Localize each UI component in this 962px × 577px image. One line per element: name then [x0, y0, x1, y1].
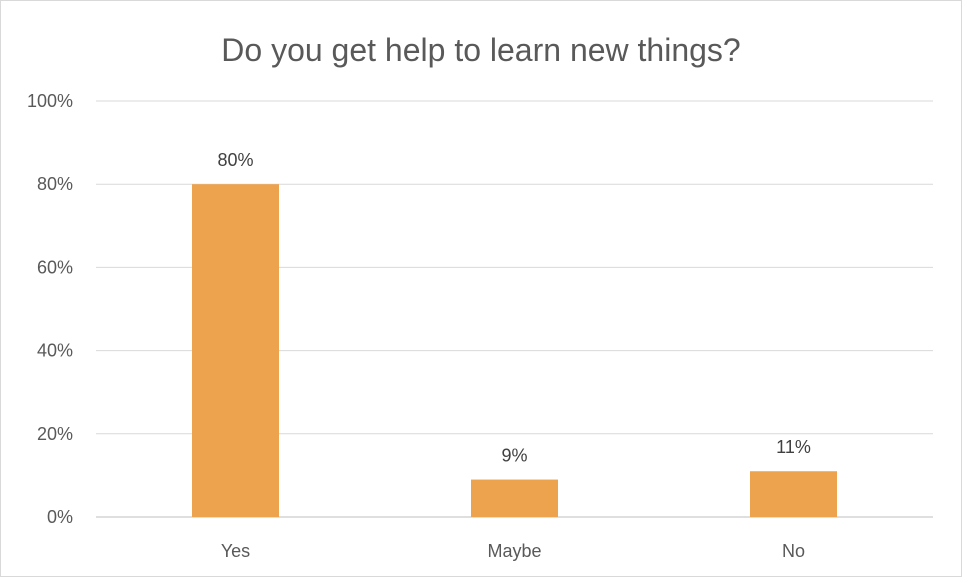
data-label-no: 11%: [776, 437, 811, 457]
y-tick-label: 80%: [37, 174, 73, 194]
y-tick-label: 100%: [27, 91, 73, 111]
bar-yes: [192, 184, 279, 517]
y-tick-label: 0%: [47, 507, 73, 527]
y-tick-label: 60%: [37, 257, 73, 277]
y-tick-label: 40%: [37, 341, 73, 361]
data-labels: 80% 9% 11%: [217, 150, 810, 465]
bars: [192, 184, 837, 517]
bar-no: [750, 471, 837, 517]
y-tick-label: 20%: [37, 424, 73, 444]
data-label-maybe: 9%: [501, 446, 527, 466]
x-axis-tick-labels: Yes Maybe No: [221, 541, 805, 561]
data-label-yes: 80%: [217, 150, 253, 170]
chart-title: Do you get help to learn new things?: [221, 32, 740, 68]
x-tick-label-maybe: Maybe: [487, 541, 541, 561]
bar-maybe: [471, 479, 558, 517]
x-tick-label-yes: Yes: [221, 541, 250, 561]
x-tick-label-no: No: [782, 541, 805, 561]
y-axis-tick-labels: 0% 20% 40% 60% 80% 100%: [27, 91, 73, 527]
